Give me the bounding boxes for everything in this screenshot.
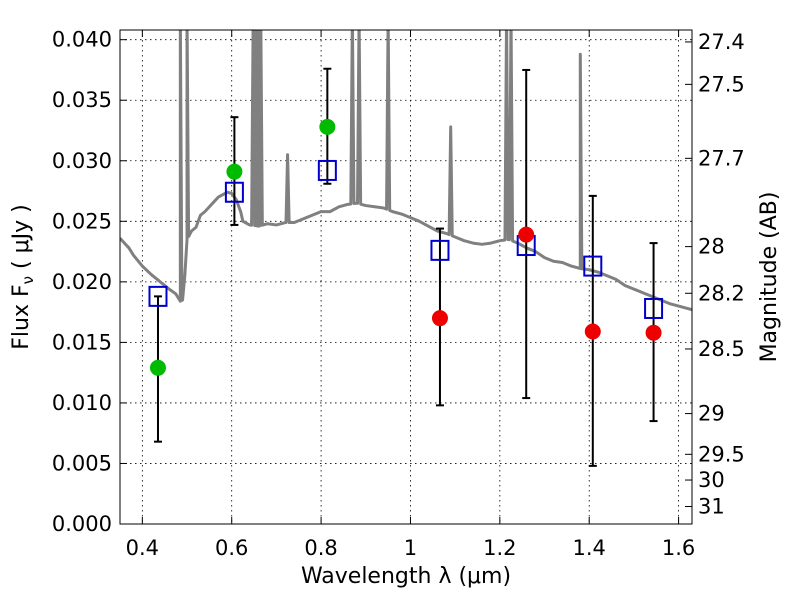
y-tick-label: 0.040: [52, 28, 112, 52]
observed-flux-circle-marker: [149, 359, 166, 376]
y-tick-label: 0.005: [52, 451, 112, 475]
x-tick-label: 0.6: [215, 536, 248, 560]
right-axis-title: Magnitude (AB): [757, 192, 782, 363]
observed-flux-circle-marker: [518, 226, 535, 243]
right-axis-tick-label: 28.2: [698, 281, 745, 305]
plot-frame: [119, 29, 693, 525]
y-tick-label: 0.015: [52, 330, 112, 354]
observed-flux-circle-marker: [645, 324, 662, 341]
right-axis-tick-label: 28.5: [698, 337, 745, 361]
right-axis-tick-label: 31: [698, 494, 725, 518]
y-axis-title-unit: ( μJy ): [9, 204, 34, 276]
observed-flux-circle-marker: [319, 118, 336, 135]
model-band-square-marker: [317, 159, 337, 181]
right-axis-tick-label: 27.4: [698, 30, 745, 54]
grid-lines: [120, 30, 692, 525]
model-band-square-marker: [148, 285, 168, 307]
x-tick-label: 1.2: [483, 536, 516, 560]
x-tick-label: 0.4: [126, 536, 159, 560]
plot-area: [120, 30, 692, 467]
model-spectrum-line: [120, 30, 692, 312]
model-band-square-marker: [583, 255, 603, 277]
right-axis-tick-label: 28: [698, 235, 725, 259]
observed-flux-circle-marker: [431, 310, 448, 327]
y-axis-title-main: Flux F: [9, 284, 34, 349]
observed-flux-circle-marker: [226, 163, 243, 180]
observed-flux-circle-marker: [584, 323, 601, 340]
y-tick-label: 0.010: [52, 391, 112, 415]
x-tick-label: 0.8: [304, 536, 337, 560]
x-tick-label: 1.6: [662, 536, 695, 560]
y-tick-label: 0.000: [52, 512, 112, 536]
right-axis-tick-label: 27.7: [698, 146, 745, 170]
y-axis-title: Flux Fν ( μJy ): [9, 204, 37, 349]
model-band-square-marker: [430, 239, 450, 261]
right-axis-tick-label: 29: [698, 402, 725, 426]
right-axis-tick-label: 27.5: [698, 72, 745, 96]
x-tick-label: 1: [404, 536, 417, 560]
x-axis-title: Wavelength λ (μm): [301, 564, 511, 589]
model-band-square-marker: [644, 297, 664, 319]
y-tick-label: 0.035: [52, 88, 112, 112]
right-axis-tick-label: 29.5: [698, 442, 745, 466]
right-axis-tick-label: 30: [698, 468, 725, 492]
model-band-square-marker: [224, 181, 244, 203]
y-tick-label: 0.030: [52, 149, 112, 173]
x-tick-label: 1.4: [573, 536, 606, 560]
axis-ticks: 0.4 0.6 0.8 1 1.2 1.4 1.6 0.000 0.005 0.010 0.015 0…: [52, 28, 745, 560]
y-tick-label: 0.025: [52, 209, 112, 233]
y-axis-title-subscript: ν: [19, 276, 37, 284]
y-tick-label: 0.020: [52, 270, 112, 294]
